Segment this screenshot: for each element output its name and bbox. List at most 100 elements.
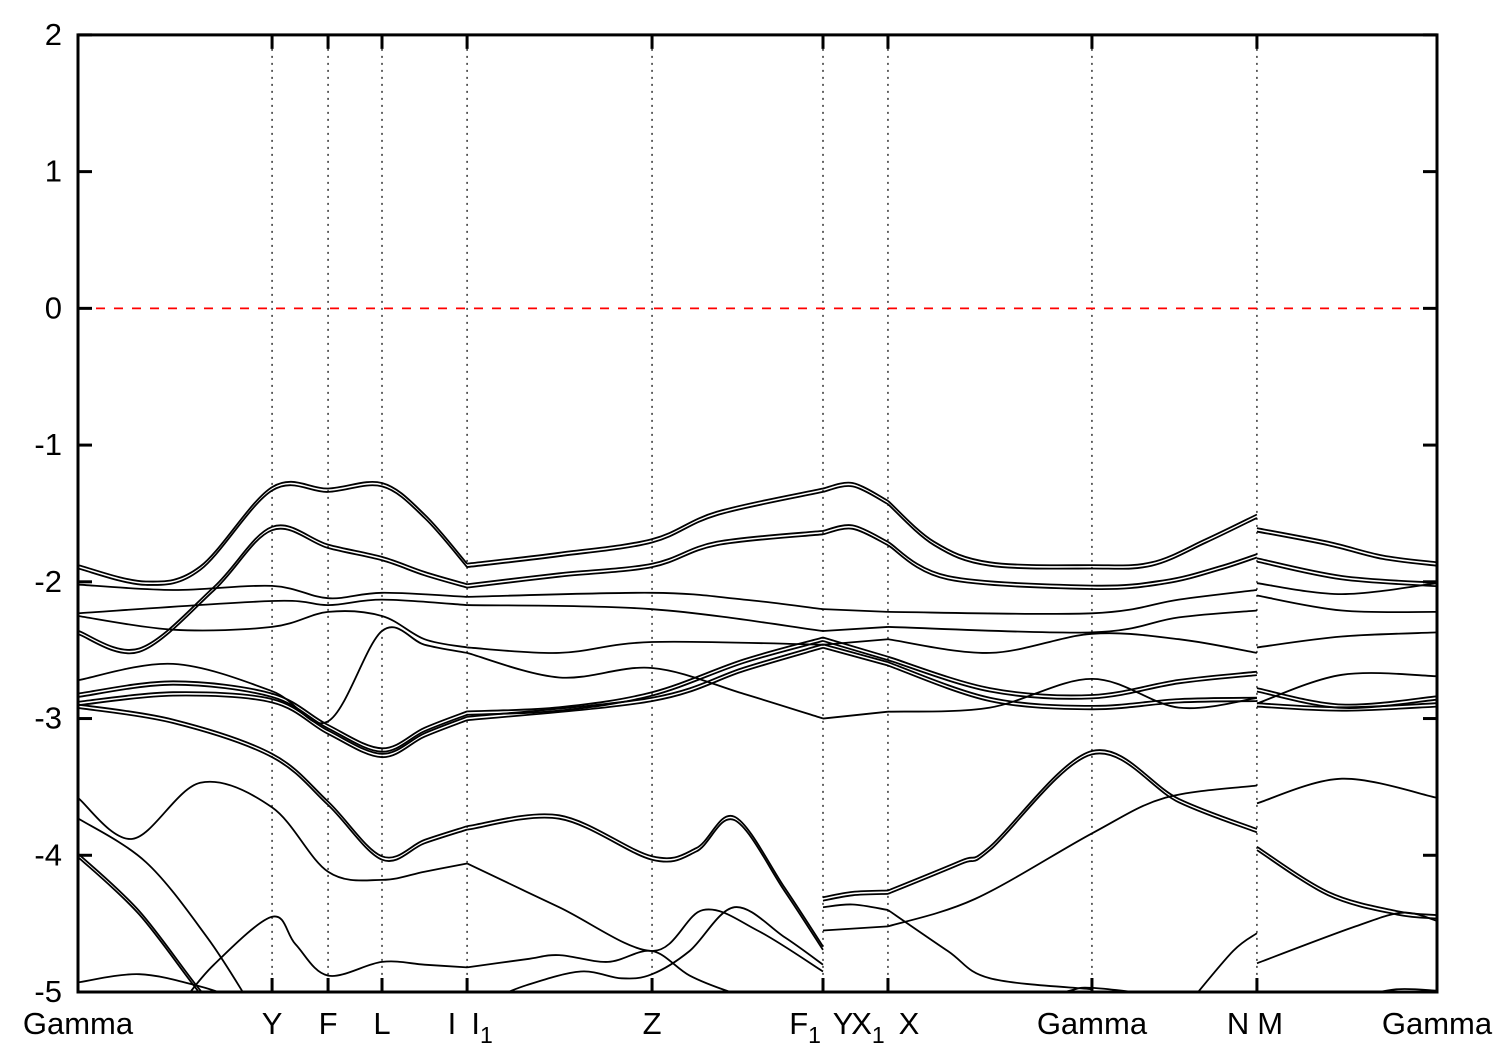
band-line: [78, 780, 468, 882]
plot-border: [76, 33, 1439, 994]
band-line: [1256, 560, 1437, 588]
band-line: [822, 608, 889, 613]
band-line: [1256, 557, 1437, 584]
band-line: [822, 893, 889, 902]
x-axis-kpoint-label: Gamma: [1037, 1006, 1148, 1041]
band-line: [78, 583, 468, 600]
band-line: [822, 646, 889, 667]
band-line: [822, 636, 889, 658]
x-axis-kpoint-label: Y: [262, 1006, 283, 1041]
x-axis-kpoint-label: I1: [471, 1006, 492, 1048]
y-axis-tick-label: -5: [34, 974, 62, 1009]
band-line: [466, 816, 824, 951]
band-line: [466, 643, 824, 718]
x-axis-kpoint-label: Z: [643, 1006, 662, 1041]
band-line: [1256, 705, 1437, 712]
x-axis-kpoint-label: F1: [789, 1006, 821, 1048]
x-axis-kpoint-label: X1: [851, 1006, 884, 1048]
y-axis-tick-label: 1: [45, 154, 62, 189]
band-line: [78, 524, 468, 651]
band-line: [466, 813, 824, 947]
band-line: [1256, 849, 1437, 920]
band-line: [466, 862, 824, 973]
band-line: [466, 652, 824, 720]
band-line: [1256, 530, 1437, 567]
y-axis-tick-label: -2: [34, 564, 62, 599]
band-line: [887, 541, 1258, 587]
band-line: [822, 640, 889, 661]
band-line: [887, 677, 1258, 713]
band-line: [466, 491, 824, 569]
band-line: [78, 856, 201, 992]
band-line: [887, 589, 1258, 615]
band-line: [887, 664, 1257, 711]
band-line: [467, 591, 824, 611]
band-line: [189, 915, 468, 992]
band-line: [466, 646, 824, 722]
band-line: [1256, 687, 1437, 706]
band-line: [822, 643, 889, 664]
band-line: [1196, 932, 1258, 992]
band-line: [78, 973, 222, 992]
band-line: [1256, 594, 1437, 614]
band-line: [887, 544, 1258, 591]
band-line: [887, 609, 1257, 634]
x-axis-kpoint-label: L: [373, 1006, 390, 1041]
band-line: [1256, 527, 1437, 564]
y-axis-tick-label: 2: [45, 17, 62, 52]
x-axis-kpoint-label: N: [1227, 1006, 1249, 1041]
band-line: [78, 610, 468, 649]
band-line: [887, 661, 1257, 707]
y-axis-tick-label: -4: [34, 837, 62, 872]
band-line: [1256, 631, 1437, 649]
bands-group: [78, 480, 1437, 992]
band-line: [1256, 702, 1437, 709]
band-line: [467, 640, 824, 654]
y-axis-tick-label: -1: [34, 427, 62, 462]
x-axis-kpoint-label: Gamma: [1382, 1006, 1493, 1041]
x-axis-kpoint-label: F: [319, 1006, 338, 1041]
band-line: [467, 640, 824, 716]
band-line: [466, 533, 824, 589]
band-line: [467, 636, 824, 713]
band-line: [887, 655, 1257, 697]
band-line: [78, 703, 468, 859]
band-line: [887, 784, 1258, 928]
band-line: [822, 524, 889, 543]
band-line: [822, 527, 889, 547]
x-axis-kpoint-label: M: [1257, 1006, 1283, 1041]
band-line: [1256, 582, 1437, 596]
x-axis-kpoint-label: I: [448, 1006, 457, 1041]
y-axis-tick-label: -3: [34, 701, 62, 736]
band-line: [467, 604, 824, 632]
band-line: [822, 903, 889, 911]
band-line: [822, 626, 889, 632]
band-line: [887, 500, 1258, 567]
band-line: [1374, 988, 1437, 992]
band-line: [78, 484, 468, 586]
band-line: [887, 749, 1258, 892]
band-line: [78, 707, 468, 862]
x-axis-kpoint-label: X: [899, 1006, 920, 1041]
band-line: [887, 659, 1257, 700]
band-line: [78, 694, 468, 759]
band-line: [822, 889, 889, 899]
x-axis-kpoint-label: Y: [833, 1006, 854, 1041]
band-line: [887, 503, 1258, 570]
band-line: [887, 752, 1258, 895]
band-line: [466, 530, 824, 586]
x-axis-kpoint-label: Gamma: [23, 1006, 134, 1041]
band-line: [78, 683, 468, 753]
band-line: [822, 710, 889, 720]
band-line: [822, 481, 889, 502]
band-line: [78, 626, 468, 725]
band-line: [78, 480, 468, 583]
band-line: [78, 680, 468, 750]
band-line: [887, 632, 1258, 654]
band-line: [1256, 911, 1437, 965]
band-line: [78, 691, 468, 755]
band-line: [505, 906, 824, 992]
